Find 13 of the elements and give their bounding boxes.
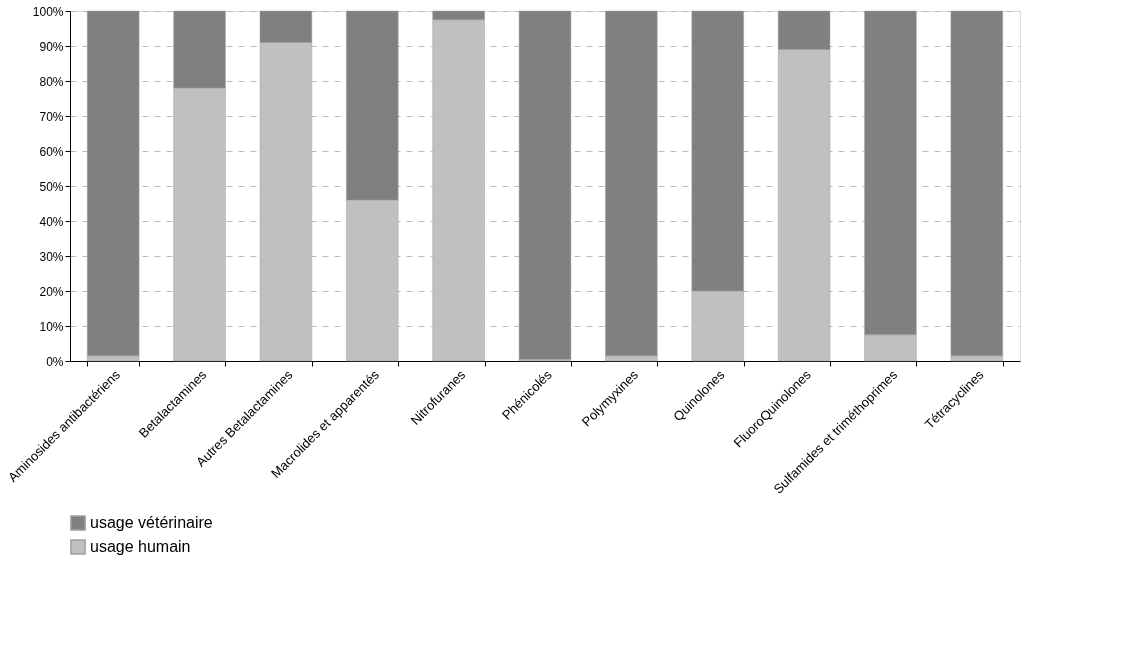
legend-label: usage vétérinaire — [90, 514, 213, 531]
y-tick-label: 50% — [39, 179, 64, 194]
y-tick-label: 10% — [39, 319, 64, 334]
y-tick-label: 40% — [39, 214, 64, 229]
y-tick-label: 80% — [39, 74, 64, 89]
y-tick-label: 30% — [39, 249, 64, 264]
y-tick-label: 70% — [39, 109, 64, 124]
y-tick-label: 0% — [46, 354, 64, 369]
y-tick-label: 90% — [39, 39, 64, 54]
y-tick-label: 100% — [32, 4, 64, 19]
legend-label: usage humain — [90, 538, 191, 555]
y-tick-label: 60% — [39, 144, 64, 159]
y-tick-label: 20% — [39, 284, 64, 299]
